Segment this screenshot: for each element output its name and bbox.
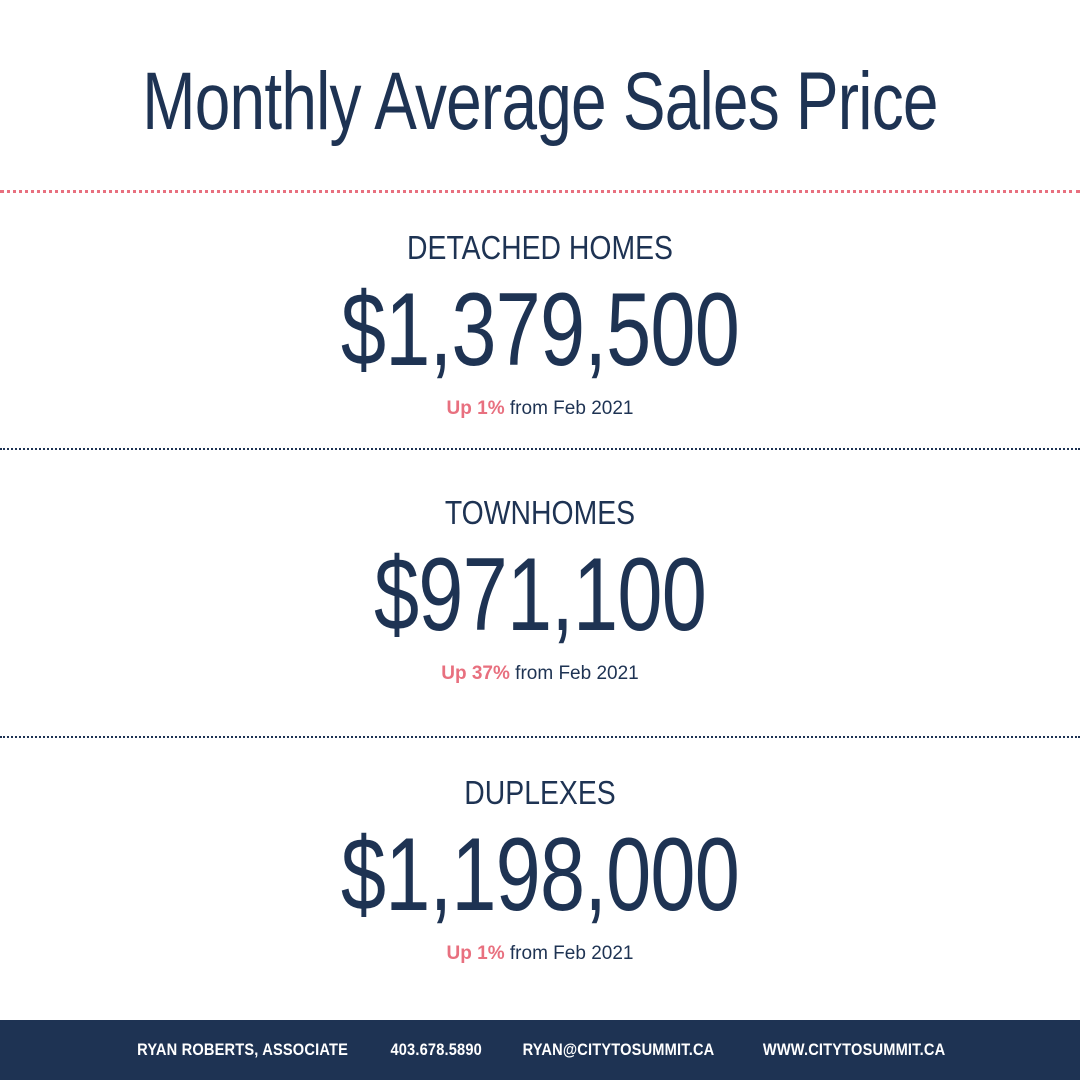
website-link[interactable]: WWW.CITYTOSUMMIT.CA: [763, 1040, 946, 1059]
section-divider: [0, 448, 1080, 450]
section-detached-homes: DETACHED HOMES $1,379,500 Up 1% from Feb…: [0, 228, 1080, 422]
change-value: Up 1%: [446, 398, 505, 419]
section-price: $1,379,500: [340, 272, 740, 388]
title-divider: [0, 190, 1080, 193]
section-price: $971,100: [373, 537, 707, 653]
email-link[interactable]: RYAN@CITYTOSUMMIT.CA: [522, 1040, 715, 1059]
section-label: DETACHED HOMES: [407, 229, 673, 266]
change-value: Up 37%: [441, 663, 510, 684]
change-comparison: from Feb 2021: [509, 398, 634, 419]
section-change-line: Up 1% from Feb 2021: [0, 941, 1080, 967]
contact-footer: RYAN ROBERTS, ASSOCIATE 403.678.5890 RYA…: [0, 1020, 1080, 1080]
section-duplexes: DUPLEXES $1,198,000 Up 1% from Feb 2021: [0, 773, 1080, 967]
change-comparison: from Feb 2021: [509, 943, 634, 964]
change-comparison: from Feb 2021: [515, 663, 639, 684]
section-change-line: Up 1% from Feb 2021: [0, 396, 1080, 422]
section-price: $1,198,000: [340, 817, 740, 933]
section-change-line: Up 37% from Feb 2021: [0, 661, 1080, 687]
change-value: Up 1%: [446, 943, 505, 964]
agent-name: RYAN ROBERTS, ASSOCIATE: [136, 1040, 348, 1059]
phone-number[interactable]: 403.678.5890: [390, 1040, 482, 1059]
section-label: TOWNHOMES: [444, 494, 636, 531]
section-label: DUPLEXES: [464, 774, 616, 811]
section-townhomes: TOWNHOMES $971,100 Up 37% from Feb 2021: [0, 493, 1080, 687]
section-divider: [0, 736, 1080, 738]
page-title: Monthly Average Sales Price: [142, 56, 938, 147]
